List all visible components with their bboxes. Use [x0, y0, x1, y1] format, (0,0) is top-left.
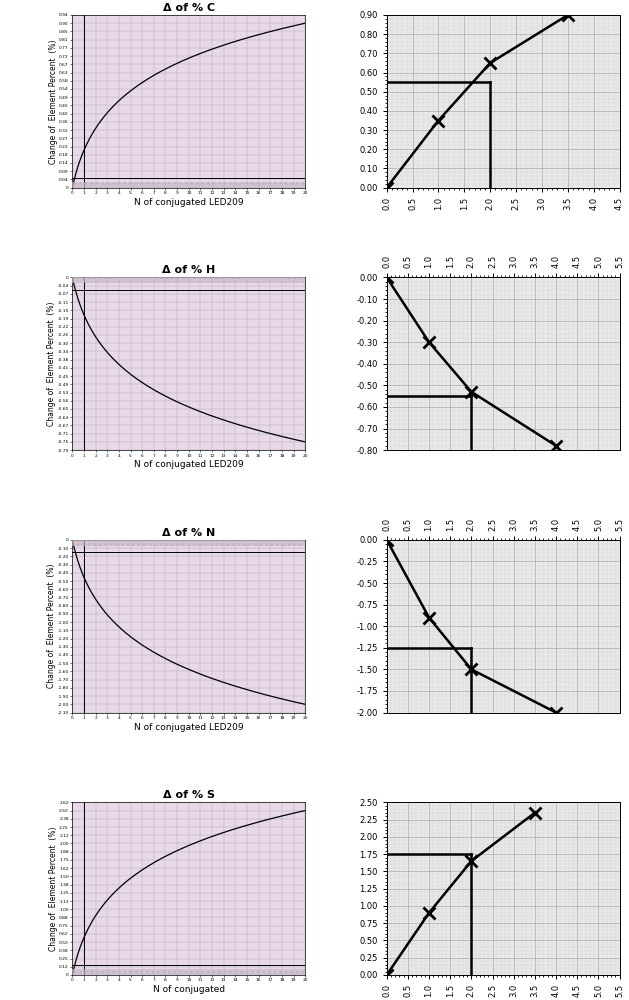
Bar: [72, 277, 305, 283]
Bar: [72, 540, 305, 546]
Bar: [72, 969, 305, 975]
Bar: [72, 182, 305, 188]
X-axis label: N of conjugated LED209: N of conjugated LED209: [134, 460, 243, 469]
Y-axis label: Change of  Element Percent  (%): Change of Element Percent (%): [48, 39, 58, 164]
Bar: [72, 182, 305, 188]
X-axis label: N of conjugated LED209: N of conjugated LED209: [134, 198, 243, 207]
X-axis label: N of conjugated LED209: N of conjugated LED209: [134, 723, 243, 732]
Bar: [72, 969, 305, 975]
Title: Δ of % S: Δ of % S: [163, 790, 214, 800]
Y-axis label: Change of  Element Percent  (%): Change of Element Percent (%): [48, 826, 58, 951]
Y-axis label: Change of  Element Percent  (%): Change of Element Percent (%): [47, 302, 56, 426]
Bar: [72, 540, 305, 546]
Bar: [72, 277, 305, 283]
Title: Δ of % H: Δ of % H: [162, 265, 215, 275]
X-axis label: N of conjugated: N of conjugated: [153, 985, 225, 994]
Title: Δ of % C: Δ of % C: [163, 3, 215, 13]
Title: Δ of % N: Δ of % N: [162, 528, 215, 538]
Y-axis label: Change of  Element Percent  (%): Change of Element Percent (%): [47, 564, 56, 688]
